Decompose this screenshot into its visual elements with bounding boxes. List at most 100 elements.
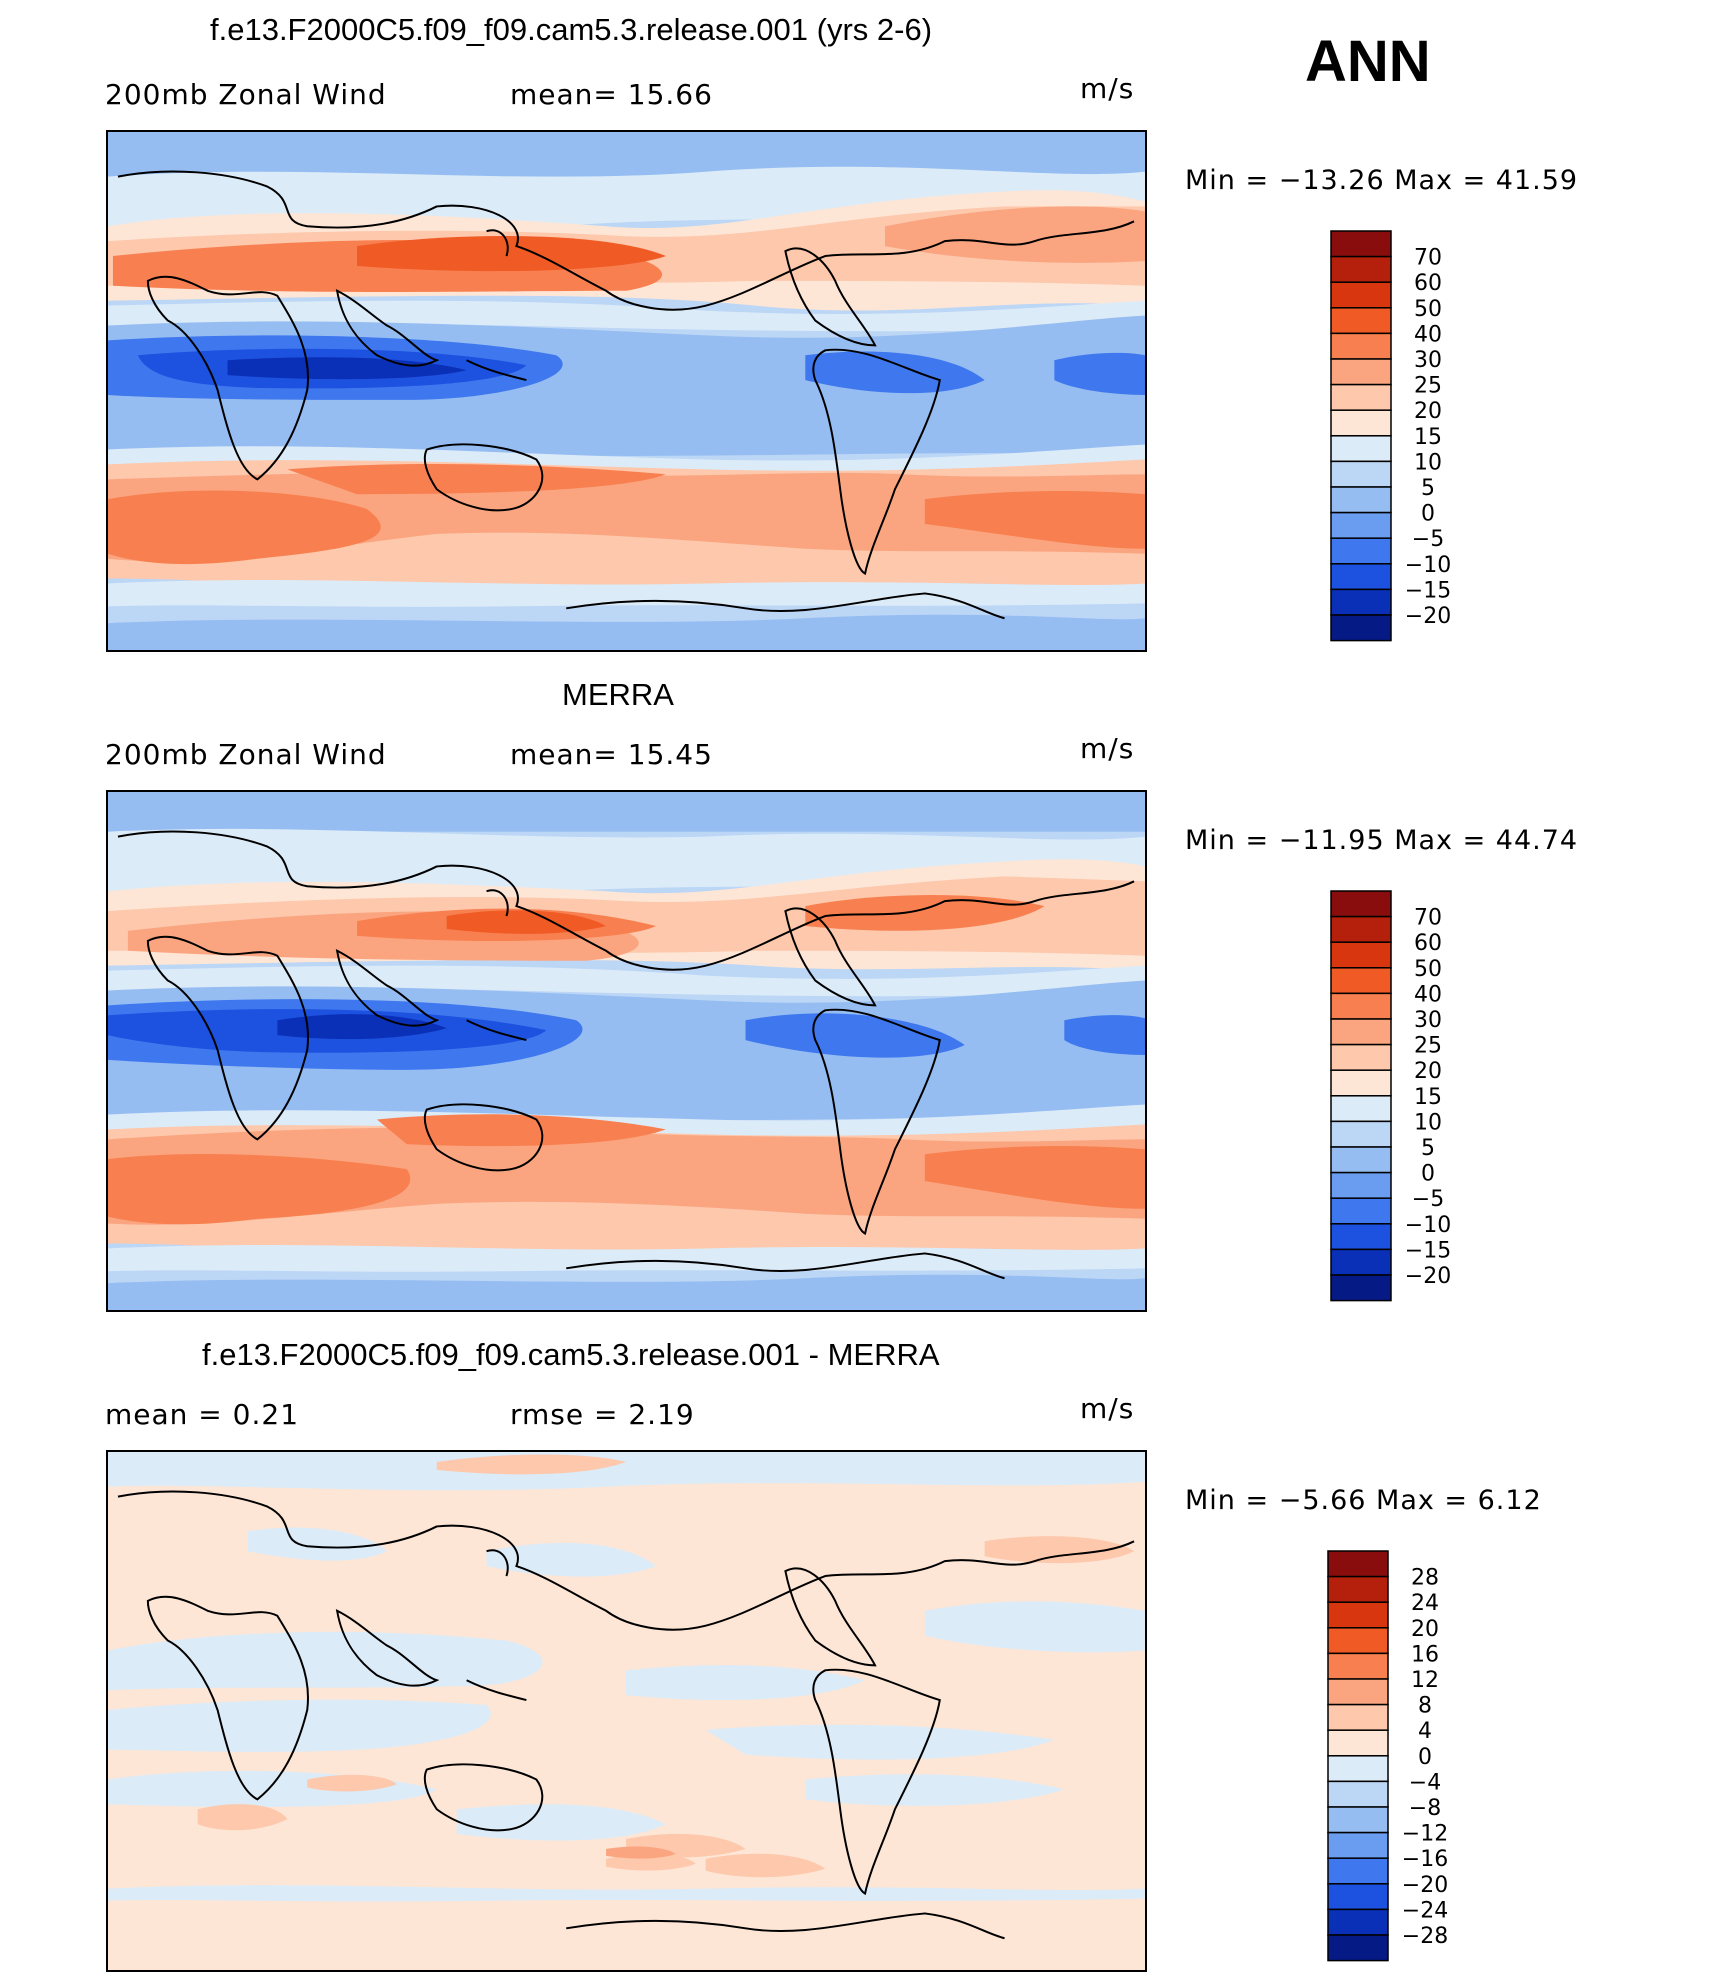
colorbar-level-label: −4	[1409, 1770, 1441, 1795]
colorbar-level-label: 5	[1421, 1136, 1435, 1161]
colorbar-level-label: −20	[1405, 604, 1451, 629]
colorbar-level-label: −16	[1402, 1847, 1448, 1872]
panel3-map	[106, 1450, 1147, 1972]
colorbar-level-label: 70	[1414, 906, 1442, 931]
colorbar-level-label: 30	[1414, 348, 1442, 373]
colorbar-level-label: −8	[1409, 1796, 1441, 1821]
panel3-mean-label: mean = 0.21	[105, 1398, 300, 1431]
colorbar-level-label: 0	[1421, 1162, 1435, 1187]
colorbar-box	[1330, 435, 1392, 463]
colorbar-box	[1330, 563, 1392, 591]
colorbar-box	[1327, 1678, 1389, 1706]
panel1-minmax: Min = −13.26 Max = 41.59	[1185, 165, 1579, 196]
colorbar-box	[1330, 890, 1392, 918]
colorbar-level-label: −15	[1405, 1238, 1451, 1263]
colorbar-level-label: −12	[1402, 1822, 1448, 1847]
colorbar-box	[1330, 1018, 1392, 1046]
colorbar-box	[1327, 1857, 1389, 1885]
colorbar-level-label: 40	[1414, 982, 1442, 1007]
panel3-colorbar: 28 24 20 16 12 8 4 0 −4 −8 −12 −16 −20 −24 −28	[1327, 1550, 1467, 1964]
colorbar-box	[1330, 511, 1392, 539]
colorbar-level-label: 5	[1421, 476, 1435, 501]
colorbar-box	[1327, 1883, 1389, 1911]
colorbar-level-label: −5	[1412, 527, 1444, 552]
panel2-units: m/s	[1080, 732, 1135, 765]
colorbar-box	[1330, 358, 1392, 386]
colorbar-level-label: 70	[1414, 246, 1442, 271]
colorbar-level-label: 15	[1414, 1085, 1442, 1110]
colorbar-box	[1330, 383, 1392, 411]
colorbar-box	[1327, 1703, 1389, 1731]
colorbar-level-label: 12	[1411, 1668, 1439, 1693]
colorbar-level-label: 4	[1418, 1719, 1432, 1744]
colorbar-box	[1327, 1831, 1389, 1859]
colorbar-box	[1327, 1729, 1389, 1757]
colorbar-box	[1330, 941, 1392, 969]
panel2-colorbar: 70 60 50 40 30 25 20 15 10 5 0 −5 −10 −15 −20	[1330, 890, 1470, 1304]
colorbar-box	[1330, 915, 1392, 943]
colorbar-level-label: −20	[1405, 1264, 1451, 1289]
colorbar-level-label: 25	[1414, 1034, 1442, 1059]
colorbar-box	[1327, 1550, 1389, 1578]
season-label: ANN	[1305, 29, 1431, 94]
colorbar-level-label: 30	[1414, 1008, 1442, 1033]
panel1-contour-plot	[108, 132, 1145, 650]
colorbar-level-label: 20	[1411, 1617, 1439, 1642]
panel1-colorbar: 70 60 50 40 30 25 20 15 10 5 0 −5 −10 −15 −20	[1330, 230, 1470, 644]
colorbar-box	[1327, 1601, 1389, 1629]
panel1-mean-label: mean= 15.66	[510, 78, 713, 111]
colorbar-box	[1330, 307, 1392, 335]
colorbar-box	[1330, 967, 1392, 995]
colorbar-level-label: 20	[1414, 399, 1442, 424]
colorbar-box	[1330, 281, 1392, 309]
colorbar-level-label: 0	[1418, 1745, 1432, 1770]
panel3-minmax: Min = −5.66 Max = 6.12	[1185, 1485, 1542, 1516]
colorbar-box	[1330, 255, 1392, 283]
colorbar-box	[1330, 1095, 1392, 1123]
colorbar-level-label: 0	[1421, 502, 1435, 527]
colorbar-level-label: −5	[1412, 1187, 1444, 1212]
colorbar-level-label: 15	[1414, 425, 1442, 450]
colorbar-level-label: 20	[1414, 1059, 1442, 1084]
panel1-variable-label: 200mb Zonal Wind	[105, 78, 387, 111]
colorbar-box	[1330, 1223, 1392, 1251]
colorbar-box	[1327, 1652, 1389, 1680]
colorbar-box	[1330, 588, 1392, 616]
colorbar-box	[1330, 460, 1392, 488]
panel3-contour-plot	[108, 1452, 1145, 1970]
colorbar-level-label: 60	[1414, 931, 1442, 956]
colorbar-level-label: 50	[1414, 957, 1442, 982]
colorbar-box	[1327, 1755, 1389, 1783]
colorbar-box	[1327, 1780, 1389, 1808]
colorbar-box	[1330, 1274, 1392, 1302]
colorbar-level-label: 10	[1414, 450, 1442, 475]
colorbar-box	[1330, 1248, 1392, 1276]
colorbar-box	[1330, 486, 1392, 514]
colorbar-box	[1330, 230, 1392, 258]
panel2-mean-label: mean= 15.45	[510, 738, 713, 771]
colorbar-box	[1330, 1069, 1392, 1097]
colorbar-box	[1330, 1043, 1392, 1071]
colorbar-box	[1327, 1627, 1389, 1655]
panel1-map	[106, 130, 1147, 652]
colorbar-level-label: 40	[1414, 322, 1442, 347]
colorbar-box	[1327, 1575, 1389, 1603]
panel1-title: f.e13.F2000C5.f09_f09.cam5.3.release.001…	[210, 12, 933, 47]
panel2-map	[106, 790, 1147, 1312]
colorbar-level-label: 28	[1411, 1566, 1439, 1591]
colorbar-level-label: −24	[1402, 1898, 1448, 1923]
colorbar-box	[1327, 1934, 1389, 1962]
colorbar-box	[1330, 1197, 1392, 1225]
colorbar-box	[1327, 1806, 1389, 1834]
colorbar-level-label: 16	[1411, 1642, 1439, 1667]
panel2-minmax: Min = −11.95 Max = 44.74	[1185, 825, 1579, 856]
panel2-title: MERRA	[562, 677, 674, 712]
colorbar-level-label: 8	[1418, 1694, 1432, 1719]
panel1-units: m/s	[1080, 72, 1135, 105]
colorbar-box	[1330, 409, 1392, 437]
panel3-rmse-label: rmse = 2.19	[510, 1398, 695, 1431]
colorbar-level-label: 24	[1411, 1591, 1439, 1616]
